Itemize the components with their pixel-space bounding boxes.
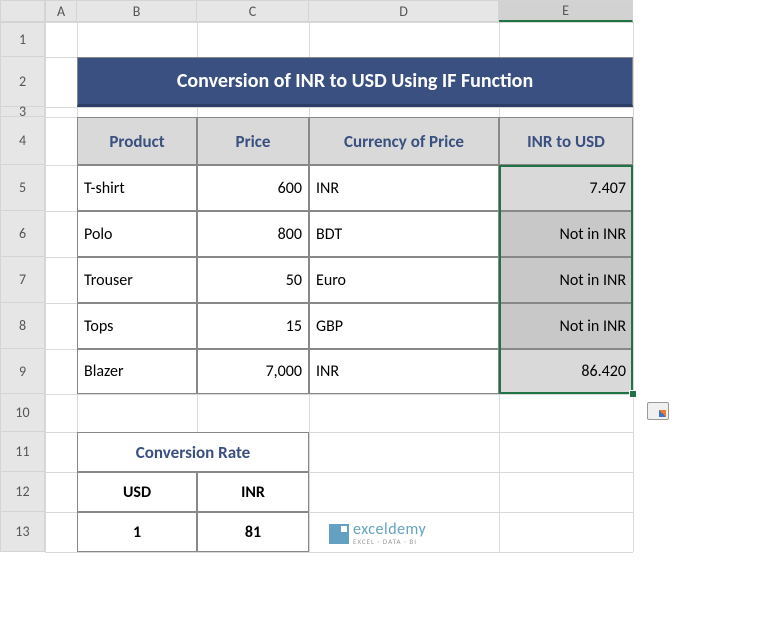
table1-product-4[interactable]: Blazer [77, 349, 197, 394]
column-header-A[interactable]: A [45, 0, 77, 22]
table1-product-3[interactable]: Tops [77, 303, 197, 349]
table1-header-1: Price [197, 117, 309, 165]
table1-header-3: INR to USD [499, 117, 633, 165]
row-header-6[interactable]: 6 [0, 211, 45, 257]
table1-currency-1[interactable]: BDT [309, 211, 499, 257]
table2-title: Conversion Rate [77, 432, 309, 472]
table1-result-4[interactable]: 86.420 [499, 349, 633, 394]
row-headers: 12345678910111213 [0, 22, 45, 552]
table1-result-2[interactable]: Not in INR [499, 257, 633, 303]
column-header-B[interactable]: B [77, 0, 197, 22]
table1-currency-4[interactable]: INR [309, 349, 499, 394]
table1-result-0[interactable]: 7.407 [499, 165, 633, 211]
title-bar: Conversion of INR to USD Using IF Functi… [77, 57, 633, 107]
table1-result-1[interactable]: Not in INR [499, 211, 633, 257]
column-headers: ABCDE [45, 0, 633, 22]
table1-price-0[interactable]: 600 [197, 165, 309, 211]
table2-value-inr[interactable]: 81 [197, 512, 309, 552]
table1-price-1[interactable]: 800 [197, 211, 309, 257]
paste-options-icon[interactable] [647, 402, 669, 420]
table1-currency-2[interactable]: Euro [309, 257, 499, 303]
table1-header-2: Currency of Price [309, 117, 499, 165]
table1-result-3[interactable]: Not in INR [499, 303, 633, 349]
row-header-2[interactable]: 2 [0, 57, 45, 107]
row-header-13[interactable]: 13 [0, 512, 45, 552]
logo-sub: EXCEL · DATA · BI [353, 538, 426, 545]
row-header-5[interactable]: 5 [0, 165, 45, 211]
column-header-D[interactable]: D [309, 0, 499, 22]
row-header-3[interactable]: 3 [0, 107, 45, 117]
row-header-11[interactable]: 11 [0, 432, 45, 472]
table1-currency-0[interactable]: INR [309, 165, 499, 211]
table1-product-2[interactable]: Trouser [77, 257, 197, 303]
table1-price-3[interactable]: 15 [197, 303, 309, 349]
table2-header-inr: INR [197, 472, 309, 512]
cell-area[interactable]: Conversion of INR to USD Using IF Functi… [45, 22, 633, 552]
corner-select-all[interactable] [0, 0, 45, 22]
table1-price-4[interactable]: 7,000 [197, 349, 309, 394]
table1-header-0: Product [77, 117, 197, 165]
table1-currency-3[interactable]: GBP [309, 303, 499, 349]
table1-price-2[interactable]: 50 [197, 257, 309, 303]
row-header-9[interactable]: 9 [0, 349, 45, 394]
table2-value-usd[interactable]: 1 [77, 512, 197, 552]
exceldemy-logo: exceldemyEXCEL · DATA · BI [329, 522, 426, 545]
table1-product-0[interactable]: T-shirt [77, 165, 197, 211]
logo-icon [329, 524, 349, 544]
row-header-1[interactable]: 1 [0, 22, 45, 57]
row-header-8[interactable]: 8 [0, 303, 45, 349]
row-header-4[interactable]: 4 [0, 117, 45, 165]
column-header-E[interactable]: E [499, 0, 633, 22]
row-header-12[interactable]: 12 [0, 472, 45, 512]
column-header-C[interactable]: C [197, 0, 309, 22]
table1-product-1[interactable]: Polo [77, 211, 197, 257]
table2-header-usd: USD [77, 472, 197, 512]
logo-main: exceldemy [353, 522, 426, 538]
row-header-7[interactable]: 7 [0, 257, 45, 303]
row-header-10[interactable]: 10 [0, 394, 45, 432]
